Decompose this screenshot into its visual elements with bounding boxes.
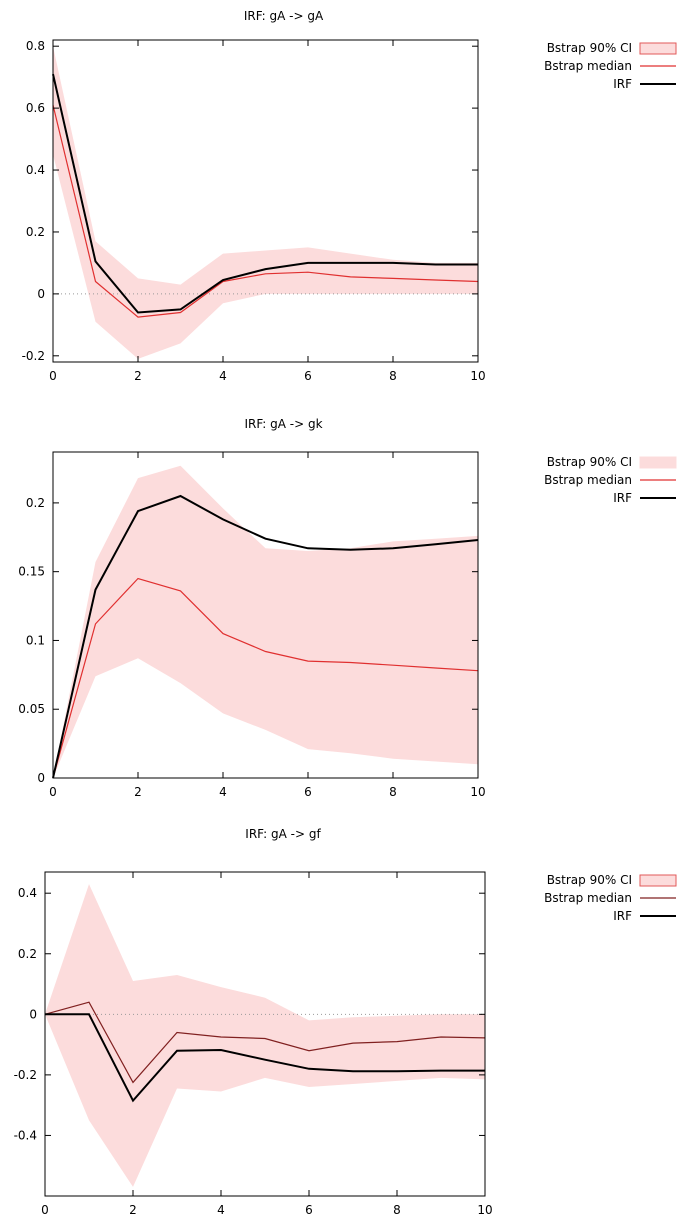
ci-band bbox=[53, 46, 478, 359]
y-tick-label: 0.15 bbox=[18, 565, 45, 579]
y-tick-label: -0.2 bbox=[14, 1068, 37, 1082]
chart-gA-gA: IRF: gA -> gA -0.2 0 0.2 0.4 0.6 0.8 0 2 4 6 8 10 Bst… bbox=[22, 9, 677, 383]
x-tick-label: 10 bbox=[470, 785, 485, 799]
y-tick-label: 0.2 bbox=[26, 225, 45, 239]
y-tick-label: 0 bbox=[37, 771, 45, 785]
chart-title: IRF: gA -> gk bbox=[244, 417, 322, 431]
y-tick-label: 0.4 bbox=[26, 163, 45, 177]
chart-gA-gf: IRF: gA -> gf -0.4 -0.2 0 0.2 0.4 0 2 4 6 8 10 Bstra… bbox=[14, 827, 677, 1217]
x-tick-label: 2 bbox=[129, 1203, 137, 1217]
irf-line bbox=[52, 494, 479, 779]
x-tick-label: 4 bbox=[219, 785, 227, 799]
x-tick-label: 8 bbox=[389, 369, 397, 383]
legend-label: Bstrap 90% CI bbox=[547, 873, 632, 887]
legend-swatch-ci bbox=[639, 42, 677, 55]
x-tick-label: 0 bbox=[41, 1203, 49, 1217]
x-tick-label: 10 bbox=[477, 1203, 492, 1217]
median-line bbox=[52, 577, 479, 779]
x-tick-label: 0 bbox=[49, 785, 57, 799]
legend: Bstrap 90% CI Bstrap median IRF bbox=[544, 41, 677, 91]
y-tick-label: -0.2 bbox=[22, 349, 45, 363]
x-tick-label: 8 bbox=[393, 1203, 401, 1217]
chart-title: IRF: gA -> gf bbox=[245, 827, 321, 841]
x-tick-label: 10 bbox=[470, 369, 485, 383]
plot-frame bbox=[44, 871, 486, 1197]
legend-label: IRF bbox=[613, 909, 632, 923]
legend-swatch-ci bbox=[639, 874, 677, 887]
chart-title: IRF: gA -> gA bbox=[244, 9, 324, 23]
irf-line bbox=[52, 73, 478, 314]
x-tick-label: 6 bbox=[304, 785, 312, 799]
x-tick-label: 6 bbox=[305, 1203, 313, 1217]
y-tick-label: 0.4 bbox=[18, 886, 37, 900]
x-tick-label: 8 bbox=[389, 785, 397, 799]
ci-band bbox=[45, 884, 485, 1187]
legend-label: Bstrap 90% CI bbox=[547, 41, 632, 55]
y-tick-label: -0.4 bbox=[14, 1128, 37, 1142]
y-tick-label: 0 bbox=[29, 1007, 37, 1021]
plot-frame bbox=[52, 451, 479, 779]
legend: Bstrap 90% CI Bstrap median IRF bbox=[544, 455, 677, 505]
y-tick-label: 0.8 bbox=[26, 39, 45, 53]
x-tick-label: 4 bbox=[217, 1203, 225, 1217]
y-tick-label: 0.2 bbox=[18, 947, 37, 961]
legend-label: Bstrap median bbox=[544, 891, 632, 905]
legend-label: IRF bbox=[613, 77, 632, 91]
x-tick-label: 4 bbox=[219, 369, 227, 383]
legend-label: IRF bbox=[613, 491, 632, 505]
legend: Bstrap 90% CI Bstrap median IRF bbox=[544, 873, 677, 923]
legend-label: Bstrap median bbox=[544, 59, 632, 73]
irf-line bbox=[45, 1013, 485, 1103]
y-tick-label: 0.2 bbox=[26, 496, 45, 510]
legend-label: Bstrap median bbox=[544, 473, 632, 487]
ci-band bbox=[53, 465, 478, 778]
legend-label: Bstrap 90% CI bbox=[547, 455, 632, 469]
median-line bbox=[52, 104, 479, 318]
x-tick-label: 2 bbox=[134, 785, 142, 799]
x-tick-label: 2 bbox=[134, 369, 142, 383]
y-tick-label: 0.05 bbox=[18, 702, 45, 716]
y-tick-label: 0.1 bbox=[26, 633, 45, 647]
x-tick-label: 0 bbox=[49, 369, 57, 383]
legend-swatch-ci bbox=[639, 456, 677, 469]
x-tick-label: 6 bbox=[304, 369, 312, 383]
y-tick-label: 0 bbox=[37, 287, 45, 301]
chart-gA-gk: IRF: gA -> gk 0 0.05 0.1 0.15 0.2 0 2 4 6 8 10 Bstra… bbox=[18, 417, 677, 799]
median-line bbox=[44, 1001, 486, 1084]
plot-frame bbox=[52, 39, 479, 363]
y-tick-label: 0.6 bbox=[26, 101, 45, 115]
